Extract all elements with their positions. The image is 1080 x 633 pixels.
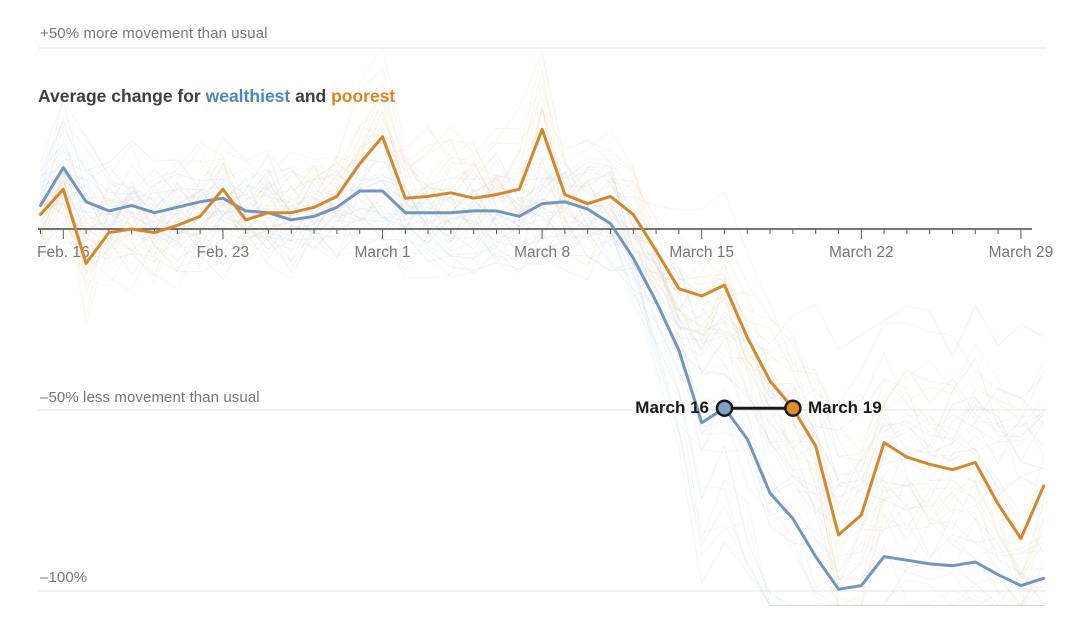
background-line <box>40 179 1045 528</box>
background-line <box>40 94 1045 548</box>
x-tick-label: March 1 <box>355 244 411 261</box>
background-line <box>40 80 1044 591</box>
background-line <box>40 197 1044 531</box>
title-poorest: poorest <box>331 86 396 106</box>
background-line <box>40 174 1045 492</box>
background-line <box>40 174 1045 476</box>
annotation-label-march-16: March 16 <box>635 398 709 417</box>
background-line <box>40 155 1045 443</box>
background-line <box>40 144 1044 606</box>
background-line <box>40 162 1044 588</box>
background-line <box>40 108 1045 607</box>
background-line <box>40 94 1045 454</box>
background-line <box>40 83 1044 606</box>
gridline-label-minus50: –50% less movement than usual <box>40 389 260 406</box>
x-tick-label: Feb. 16 <box>37 244 90 261</box>
annotation-dot-wealthiest <box>715 399 734 417</box>
background-line <box>40 158 1044 606</box>
x-tick-label: March 29 <box>989 244 1054 261</box>
background-line <box>40 94 1045 583</box>
background-line <box>40 98 1044 606</box>
x-tick-label: March 15 <box>669 244 734 261</box>
chart-title: Average change for wealthiest and poores… <box>38 86 395 107</box>
background-line <box>40 175 1044 466</box>
title-wealthiest: wealthiest <box>205 86 291 106</box>
background-line <box>40 118 1045 607</box>
background-line <box>40 69 1045 577</box>
background-line <box>40 142 1045 434</box>
background-line <box>40 105 1045 607</box>
gridline-label-minus100: –100% <box>40 569 88 586</box>
background-line <box>40 170 1045 606</box>
background-line <box>40 147 1044 592</box>
series-line-wealthiest <box>39 166 1046 591</box>
background-line <box>40 161 1044 470</box>
background-line <box>40 85 1045 607</box>
background-line <box>40 141 1044 557</box>
background-line <box>40 161 1044 506</box>
gridline-label-plus50: +50% more movement than usual <box>40 25 268 42</box>
x-tick-label: Feb. 23 <box>197 244 250 261</box>
background-line <box>40 85 1045 607</box>
background-line <box>40 99 1044 606</box>
background-line <box>40 137 1044 607</box>
background-line <box>40 167 1045 492</box>
background-line <box>40 165 1045 481</box>
background-line <box>40 157 1044 554</box>
annotation-dot-poorest <box>784 399 802 417</box>
x-tick-label: March 22 <box>829 244 894 261</box>
background-line <box>40 125 1044 606</box>
annotation-label-march-19: March 19 <box>808 398 882 417</box>
background-line <box>40 54 1045 581</box>
title-connector: and <box>290 86 332 106</box>
background-line <box>40 108 1045 523</box>
title-prefix: Average change for <box>38 86 206 106</box>
x-tick-label: March 8 <box>514 244 570 261</box>
background-line <box>40 166 1044 488</box>
background-line <box>40 115 1044 606</box>
background-line <box>40 117 1045 607</box>
background-line <box>40 168 1044 512</box>
background-line <box>40 163 1045 566</box>
series-line-poorest <box>39 127 1046 540</box>
